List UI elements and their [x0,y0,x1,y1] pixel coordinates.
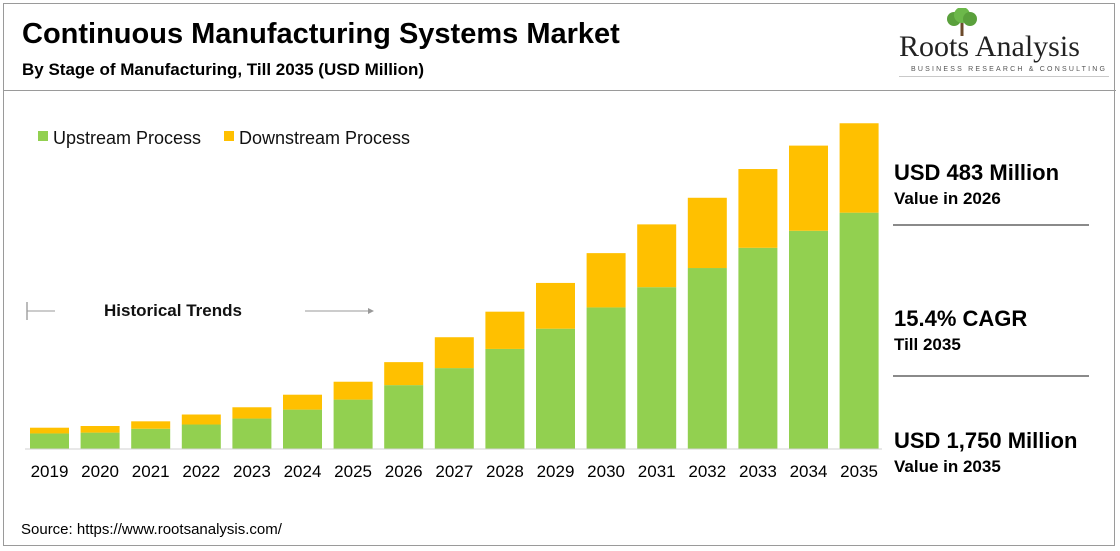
downstream-bar-2029 [536,282,575,329]
page-subtitle: By Stage of Manufacturing, Till 2035 (US… [22,60,425,79]
upstream-bar-2021 [131,428,171,449]
historical-trends-marker [26,302,374,320]
x-axis-tick-labels: 2019 2020 2021 2022 2023 2024 2025 2026 2027 2028… [31,462,878,481]
x-tick-label: 2021 [132,462,170,481]
kpi-divider [893,375,1089,377]
downstream-bar-2019 [30,427,69,434]
source-note: Source: https://www.rootsanalysis.com/ [21,521,282,538]
bar-group [25,123,882,450]
legend-label: Downstream Process [239,128,410,148]
x-tick-label: 2028 [486,462,524,481]
downstream-bar-2032 [687,197,727,269]
downstream-bar-2025 [333,381,373,400]
upstream-bar-2025 [333,399,373,449]
x-tick-label: 2033 [739,462,777,481]
downstream-bar-2028 [485,311,525,349]
upstream-bar-2029 [536,328,575,449]
downstream-bar-2023 [232,407,272,419]
upstream-bar-2024 [283,409,322,449]
upstream-bar-2022 [181,424,221,449]
upstream-bar-2034 [789,230,828,449]
x-tick-label: 2029 [537,462,575,481]
x-tick-label: 2032 [688,462,726,481]
upstream-bar-2026 [384,385,424,449]
x-tick-label: 2025 [334,462,372,481]
kpi-caption-2035: Value in 2035 [894,457,1001,476]
kpi-caption-cagr: Till 2035 [894,335,961,354]
kpi-divider [893,224,1089,226]
downstream-bar-2035 [839,123,879,213]
upstream-bar-2035 [839,212,879,449]
x-tick-label: 2020 [81,462,119,481]
x-tick-label: 2023 [233,462,271,481]
logo-tagline: BUSINESS RESEARCH & CONSULTING [911,66,1108,73]
legend-swatch [38,131,48,141]
upstream-bar-2031 [637,287,677,449]
upstream-bar-2033 [738,247,778,449]
x-tick-label: 2019 [31,462,69,481]
upstream-bar-2020 [80,432,120,449]
upstream-bar-2019 [30,433,69,449]
kpi-value-2035: USD 1,750 Million [894,428,1078,453]
downstream-bar-2022 [181,414,221,425]
x-tick-label: 2022 [182,462,220,481]
upstream-bar-2023 [232,418,272,449]
downstream-bar-2020 [80,426,120,433]
legend-swatch [224,131,234,141]
upstream-bar-2032 [687,268,727,449]
downstream-bar-2026 [384,362,424,386]
tree-icon [947,8,977,36]
kpi-value-cagr: 15.4% CAGR [894,306,1028,331]
downstream-bar-2030 [586,253,626,308]
logo-divider [899,76,1109,77]
x-tick-label: 2031 [638,462,676,481]
legend-label: Upstream Process [53,128,201,148]
x-tick-label: 2035 [840,462,878,481]
downstream-bar-2027 [434,337,474,369]
upstream-bar-2028 [485,348,525,449]
roots-analysis-logo: Roots Analysis BUSINESS RESEARCH & CONSU… [899,8,1109,82]
x-tick-label: 2034 [790,462,828,481]
chart-legend: Upstream Process Downstream Process [38,128,410,148]
chart-frame: Continuous Manufacturing Systems Market … [3,3,1116,546]
kpi-value-2026: USD 483 Million [894,160,1060,185]
x-tick-label: 2024 [284,462,322,481]
x-tick-label: 2030 [587,462,625,481]
header: Continuous Manufacturing Systems Market … [4,4,1116,91]
downstream-bar-2021 [131,421,171,429]
downstream-bar-2031 [637,224,677,288]
downstream-bar-2024 [283,394,322,410]
logo-name: Roots Analysis [899,30,1080,63]
downstream-bar-2034 [789,145,828,231]
kpi-caption-2026: Value in 2026 [894,189,1001,208]
upstream-bar-2030 [586,307,626,449]
upstream-bar-2027 [434,368,474,449]
historical-trends-label: Historical Trends [104,301,242,320]
x-tick-label: 2027 [435,462,473,481]
x-tick-label: 2026 [385,462,423,481]
downstream-bar-2033 [738,169,778,248]
page-title: Continuous Manufacturing Systems Market [22,18,620,50]
